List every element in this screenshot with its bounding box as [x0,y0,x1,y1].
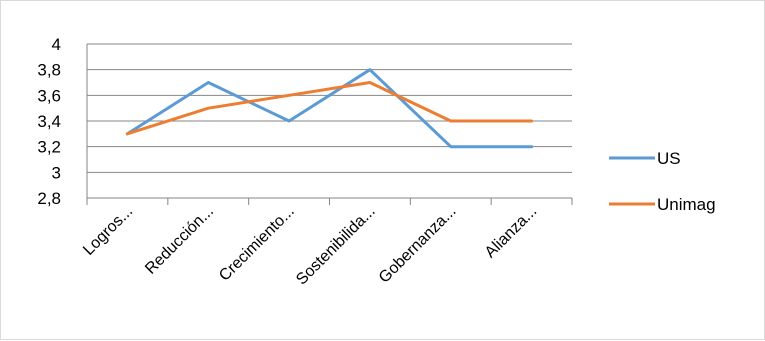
x-tick-label: Logros... [80,203,136,259]
series-lines [125,68,534,149]
y-tick-label: 3,2 [37,138,61,157]
x-tick-label: Crecimiento... [216,203,298,285]
legend: US Unimag [609,149,716,214]
x-tick-label: Sostenibilida... [293,203,379,289]
y-axis-tick-labels: 4 3,8 3,6 3,4 3,2 3 2,8 [37,35,61,208]
legend-label-unimag: Unimag [657,195,716,214]
y-tick-label: 3,6 [37,86,61,105]
legend-label-us: US [657,149,681,168]
x-tick-label: Alianza... [482,203,541,262]
y-tick-label: 3,4 [37,112,61,131]
y-tick-label: 3,8 [37,61,61,80]
series-line-us [125,68,534,149]
x-tick-label: Gobernanza... [376,203,460,287]
y-tick-label: 4 [52,35,61,54]
x-axis-tick-labels: Logros... Reducción... Crecimiento...Soste… [80,203,540,289]
axes [86,44,573,205]
y-tick-label: 3 [52,163,61,182]
x-tick-label: Reducción... [142,203,217,278]
y-tick-label: 2,8 [37,189,61,208]
series-line-unimag [125,81,534,136]
gridlines [87,43,572,173]
